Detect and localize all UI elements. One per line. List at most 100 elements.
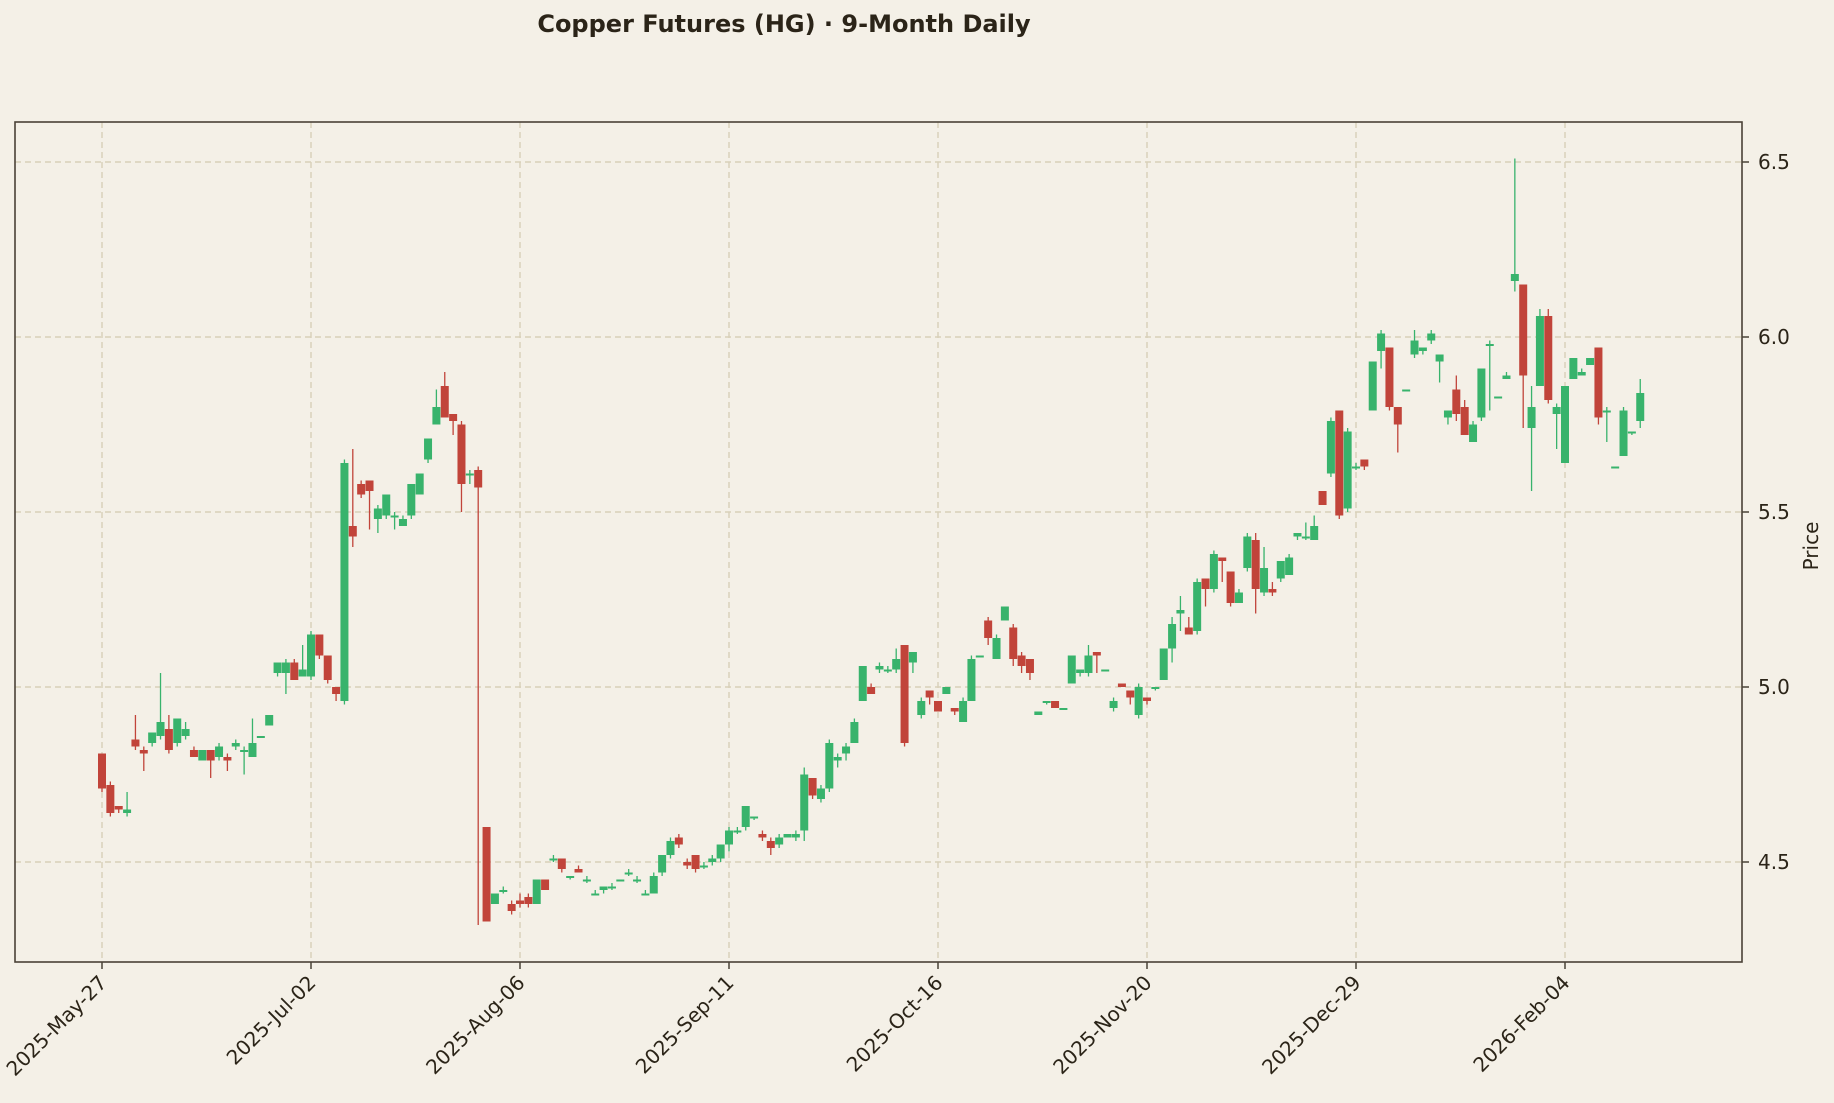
candle-up	[1569, 358, 1578, 379]
candle-up	[1535, 316, 1544, 386]
candle-down	[507, 904, 516, 911]
candle-up	[298, 669, 307, 677]
candle-down	[1335, 410, 1344, 516]
candle-down	[984, 620, 993, 638]
x-axis: 2025-May-27 2025-Jul-02 2025-Aug-06 2025-Se…	[1, 962, 1575, 1081]
candle-down	[164, 729, 173, 750]
candle-up	[842, 746, 851, 754]
candle-up	[1243, 536, 1252, 568]
candle-up	[1619, 410, 1628, 456]
candle-up	[432, 407, 441, 425]
y-tick-label: 4.5	[1758, 850, 1790, 874]
candle-down	[1184, 627, 1193, 635]
candle-down	[1126, 690, 1135, 698]
candle-up	[1343, 431, 1352, 509]
candle-up	[1402, 389, 1411, 392]
candle-up	[775, 837, 784, 845]
candle-up	[307, 634, 315, 677]
candle-up	[1168, 624, 1177, 649]
candle-up	[1502, 375, 1511, 379]
candle-up	[1527, 407, 1536, 428]
candle-up	[1410, 340, 1419, 355]
candle-down	[365, 480, 374, 491]
candle-up	[256, 736, 265, 738]
candle-up	[532, 879, 541, 904]
candle-up	[892, 659, 901, 670]
candle-up	[281, 662, 290, 673]
candle-up	[1159, 648, 1168, 680]
candle-down	[683, 862, 692, 866]
candle-down	[1452, 389, 1461, 414]
x-tick-label: 2025-Jul-02	[222, 971, 321, 1070]
candle-down	[1201, 578, 1210, 589]
candle-up	[1101, 669, 1110, 672]
candle-up	[833, 757, 842, 761]
candle-down	[516, 900, 524, 904]
candle-up	[1000, 606, 1009, 621]
candle-up	[708, 858, 717, 862]
x-tick-label: 2025-Sep-11	[631, 971, 739, 1079]
y-axis: 4.5 5.0 5.5 6.0 6.5	[1742, 150, 1790, 874]
candle-up	[666, 841, 675, 855]
candle-down	[1218, 557, 1227, 561]
y-tick-label: 6.5	[1758, 150, 1790, 174]
candle-down	[1009, 627, 1018, 659]
x-tick-label: 2025-Aug-06	[421, 971, 529, 1079]
candle-up	[407, 484, 416, 516]
candle-up	[1176, 610, 1185, 614]
candle-up	[156, 722, 165, 736]
candle-up	[123, 809, 132, 813]
candle-up	[1059, 708, 1068, 710]
candle-down	[457, 424, 466, 484]
candle-down	[766, 841, 775, 848]
candle-down	[1385, 347, 1394, 407]
candle-up	[1377, 333, 1386, 351]
candle-down	[925, 690, 934, 698]
candle-down	[223, 757, 232, 761]
candle-up	[942, 687, 951, 694]
candle-down	[950, 708, 959, 712]
candle-up	[816, 788, 825, 799]
candle-down	[1544, 316, 1553, 400]
candle-up	[875, 666, 884, 670]
candle-down	[189, 750, 198, 757]
candle-up	[641, 893, 650, 896]
candle-up	[1469, 424, 1478, 442]
candle-up	[883, 669, 892, 672]
candle-down	[867, 687, 876, 694]
candle-down	[1051, 701, 1060, 708]
candle-up	[1561, 386, 1569, 463]
candle-up	[382, 494, 391, 516]
candle-up	[1443, 410, 1452, 418]
candle-up	[1067, 655, 1076, 684]
candle-down	[1318, 491, 1327, 505]
candle-up	[624, 872, 633, 875]
candle-up	[616, 879, 625, 882]
candle-down	[1460, 407, 1469, 435]
candle-up	[1193, 582, 1202, 631]
candle-up	[850, 722, 859, 743]
y-axis-label: Price	[1799, 522, 1823, 571]
candle-down	[332, 687, 341, 694]
candle-up	[750, 816, 759, 819]
candle-up	[1352, 466, 1360, 469]
candle-up	[1084, 655, 1093, 673]
candle-up	[1042, 701, 1051, 703]
candle-up	[1611, 466, 1620, 469]
candle-up	[858, 666, 867, 701]
candle-up	[607, 886, 616, 889]
chart-title: Copper Futures (HG) · 9-Month Daily	[0, 10, 1568, 38]
candle-up	[658, 855, 667, 873]
candle-up	[1109, 701, 1118, 708]
x-tick-label: 2025-May-27	[1, 971, 111, 1081]
candle-up	[1435, 354, 1444, 362]
candle-down	[1251, 540, 1260, 589]
x-tick-label: 2026-Feb-04	[1468, 971, 1574, 1077]
candle-up	[1510, 274, 1519, 281]
candle-down	[315, 634, 324, 656]
candle-down	[1025, 659, 1034, 673]
candle-up	[1602, 410, 1611, 413]
candle-up	[1326, 421, 1335, 474]
y-tick-label: 6.0	[1758, 325, 1790, 349]
